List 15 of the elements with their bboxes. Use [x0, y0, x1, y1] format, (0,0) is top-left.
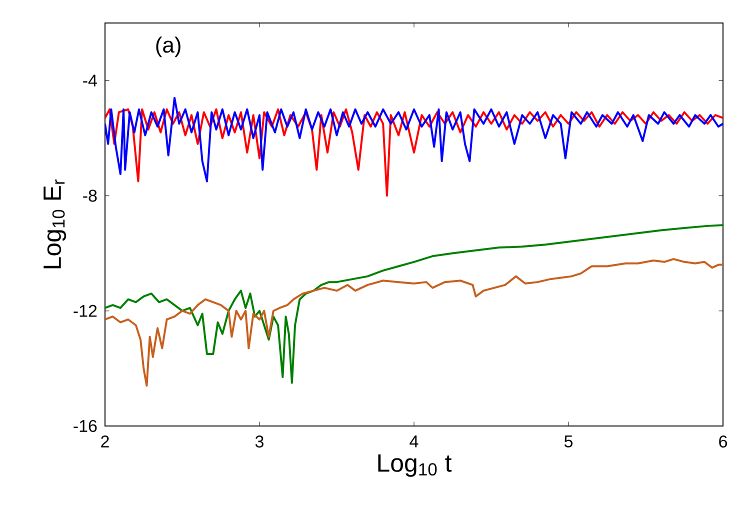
x-tick-label: 6 — [719, 436, 727, 448]
x-axis-title: Log$_{10}$ t — [378, 454, 452, 477]
y-axis-title: Log$_{10}$ E$_{r}$ — [44, 179, 66, 268]
y-tick-label: -16 — [74, 420, 97, 432]
x-tick-label: 3 — [255, 436, 264, 448]
annotation: (a) — [156, 36, 180, 58]
x-tick-label: 2 — [101, 436, 109, 448]
x-tick-label: 4 — [410, 436, 418, 448]
line-series — [104, 108, 724, 197]
line-series — [104, 96, 724, 182]
line-series — [104, 258, 724, 387]
y-tick-label: -8 — [83, 190, 97, 202]
y-tick-label: -4 — [83, 74, 97, 86]
y-tick-label: -12 — [74, 304, 97, 317]
x-tick-label: 5 — [564, 436, 573, 448]
